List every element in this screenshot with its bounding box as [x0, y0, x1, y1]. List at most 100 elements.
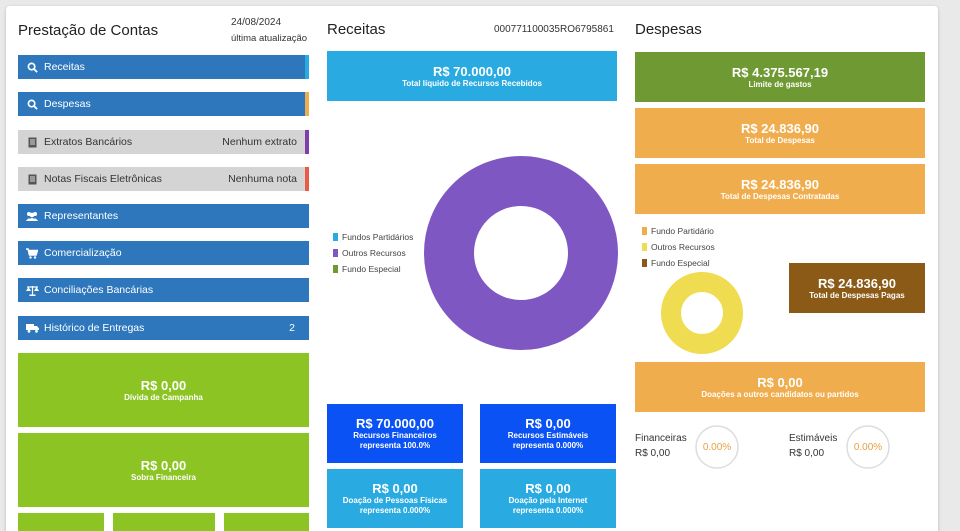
users-icon: [25, 211, 39, 221]
nav-stripe: [305, 130, 309, 154]
despesas-contratadas-card: R$ 24.836,90 Total de Despesas Contratad…: [635, 164, 925, 214]
nav-extratos-status: Nenhum extrato: [222, 136, 297, 148]
nav-stripe: [305, 167, 309, 191]
divida-value: R$ 0,00: [140, 377, 187, 393]
nav-notas-status: Nenhuma nota: [228, 173, 297, 185]
legend-fundo-partidario: Fundo Partidário: [642, 226, 714, 236]
financeiras-label: Financeiras: [635, 433, 687, 444]
nav-historico-count: 2: [289, 322, 295, 334]
nav-stripe: [305, 55, 309, 79]
nav-stripe: [305, 92, 309, 116]
financeiras-percent: 0.00%: [702, 441, 732, 453]
search-icon: [25, 62, 39, 73]
legend-fundos-partidarios: Fundos Partidários: [333, 232, 413, 242]
tile-value: R$ 0,00: [525, 481, 571, 496]
donut-slice-outros-recursos: [424, 156, 618, 350]
tile-label: Doação pela Internet: [508, 496, 588, 505]
recursos-financeiros-card: R$ 70.000,00 Recursos Financeiros repres…: [327, 404, 463, 463]
legend-swatch: [642, 243, 647, 251]
receitas-total-label: Total líquido de Recursos Recebidos: [402, 78, 542, 88]
financeiras-value: R$ 0,00: [635, 448, 671, 459]
legend-label: Outros Recursos: [651, 242, 715, 252]
contratadas-label: Total de Despesas Contratadas: [720, 191, 840, 201]
doacao-internet-card: R$ 0,00 Doação pela Internet representa …: [480, 469, 616, 528]
nav-conciliacoes-label: Conciliações Bancárias: [44, 284, 154, 296]
financeiras-ring: [695, 425, 739, 469]
receitas-donut-chart: [424, 156, 618, 350]
nav-representantes[interactable]: Representantes: [18, 204, 309, 228]
estimaveis-value: R$ 0,00: [789, 448, 825, 459]
limite-label: Limite de gastos: [748, 79, 812, 89]
nav-extratos-label: Extratos Bancários: [44, 136, 133, 148]
doacoes-card: R$ 0,00 Doações a outros candidatos ou p…: [635, 362, 925, 412]
sobra-label: Sobra Financeira: [131, 472, 196, 482]
tile-label: Recursos Estimáveis: [507, 431, 589, 440]
legend-label: Fundo Especial: [651, 258, 710, 268]
nav-representantes-label: Representantes: [44, 210, 119, 222]
total-despesas-card: R$ 24.836,90 Total de Despesas: [635, 108, 925, 158]
account-code: 000771100035RO6795861: [494, 24, 614, 35]
tile-sublabel: representa 0.000%: [512, 506, 584, 515]
nav-comercializacao[interactable]: Comercialização: [18, 241, 309, 265]
nav-historico[interactable]: Histórico de Entregas 2: [18, 316, 309, 340]
sobra-value: R$ 0,00: [140, 457, 187, 473]
donut-slice-outros-recursos: [661, 272, 743, 354]
tile-value: R$ 0,00: [372, 481, 418, 496]
pagas-value: R$ 24.836,90: [817, 275, 897, 291]
bottom-card: [113, 513, 215, 531]
balance-scale-icon: [25, 285, 39, 296]
legend-swatch: [333, 265, 338, 273]
despesas-pagas-card: R$ 24.836,90 Total de Despesas Pagas: [789, 263, 925, 313]
limite-value: R$ 4.375.567,19: [731, 64, 829, 80]
legend-swatch: [642, 259, 647, 267]
tile-value: R$ 0,00: [525, 416, 571, 431]
receitas-title: Receitas: [327, 21, 386, 38]
doacao-pf-card: R$ 0,00 Doação de Pessoas Físicas repres…: [327, 469, 463, 528]
legend-outros-recursos: Outros Recursos: [333, 248, 406, 258]
legend-swatch: [642, 227, 647, 235]
legend-swatch: [333, 233, 338, 241]
truck-icon: [25, 323, 39, 333]
nav-despesas-label: Despesas: [44, 98, 91, 110]
divida-card: R$ 0,00 Dívida de Campanha: [18, 353, 309, 427]
receitas-total-card: R$ 70.000,00 Total líquido de Recursos R…: [327, 51, 617, 101]
legend-swatch: [333, 249, 338, 257]
divida-label: Dívida de Campanha: [124, 392, 203, 402]
nav-conciliacoes[interactable]: Conciliações Bancárias: [18, 278, 309, 302]
estimaveis-label: Estimáveis: [789, 433, 838, 444]
tile-sublabel: representa 0.000%: [512, 441, 584, 450]
legend-label: Fundo Especial: [342, 264, 401, 274]
nav-receitas[interactable]: Receitas: [18, 55, 309, 79]
doacoes-value: R$ 0,00: [757, 374, 803, 390]
tile-sublabel: representa 100.0%: [359, 441, 431, 450]
search-icon: [25, 99, 39, 110]
nav-receitas-label: Receitas: [44, 61, 85, 73]
bottom-card: [18, 513, 104, 531]
legend-label: Fundo Partidário: [651, 226, 714, 236]
total-despesas-value: R$ 24.836,90: [740, 120, 820, 136]
nav-despesas[interactable]: Despesas: [18, 92, 309, 116]
receitas-total-value: R$ 70.000,00: [432, 63, 512, 79]
contratadas-value: R$ 24.836,90: [740, 176, 820, 192]
nav-extratos[interactable]: Extratos Bancários Nenhum extrato: [18, 130, 309, 154]
despesas-donut-chart: [661, 272, 743, 354]
legend-fundo-especial: Fundo Especial: [333, 264, 401, 274]
legend-label: Outros Recursos: [342, 248, 406, 258]
cart-icon: [25, 247, 39, 259]
legend-label: Fundos Partidários: [342, 232, 414, 242]
tile-value: R$ 70.000,00: [355, 416, 435, 431]
total-despesas-label: Total de Despesas: [745, 135, 815, 145]
tile-sublabel: representa 0.000%: [359, 506, 431, 515]
despesas-title: Despesas: [635, 21, 702, 38]
nav-notas[interactable]: Notas Fiscais Eletrônicas Nenhuma nota: [18, 167, 309, 191]
limite-gastos-card: R$ 4.375.567,19 Limite de gastos: [635, 52, 925, 102]
update-caption: última atualização: [231, 33, 308, 44]
doacoes-label: Doações a outros candidatos ou partidos: [701, 389, 859, 399]
pagas-label: Total de Despesas Pagas: [809, 290, 905, 300]
update-date: 24/08/2024: [231, 17, 282, 28]
bottom-card: [224, 513, 309, 531]
document-icon: [25, 174, 39, 185]
document-icon: [25, 137, 39, 148]
nav-notas-label: Notas Fiscais Eletrônicas: [44, 173, 162, 185]
estimaveis-percent: 0.00%: [853, 441, 883, 453]
